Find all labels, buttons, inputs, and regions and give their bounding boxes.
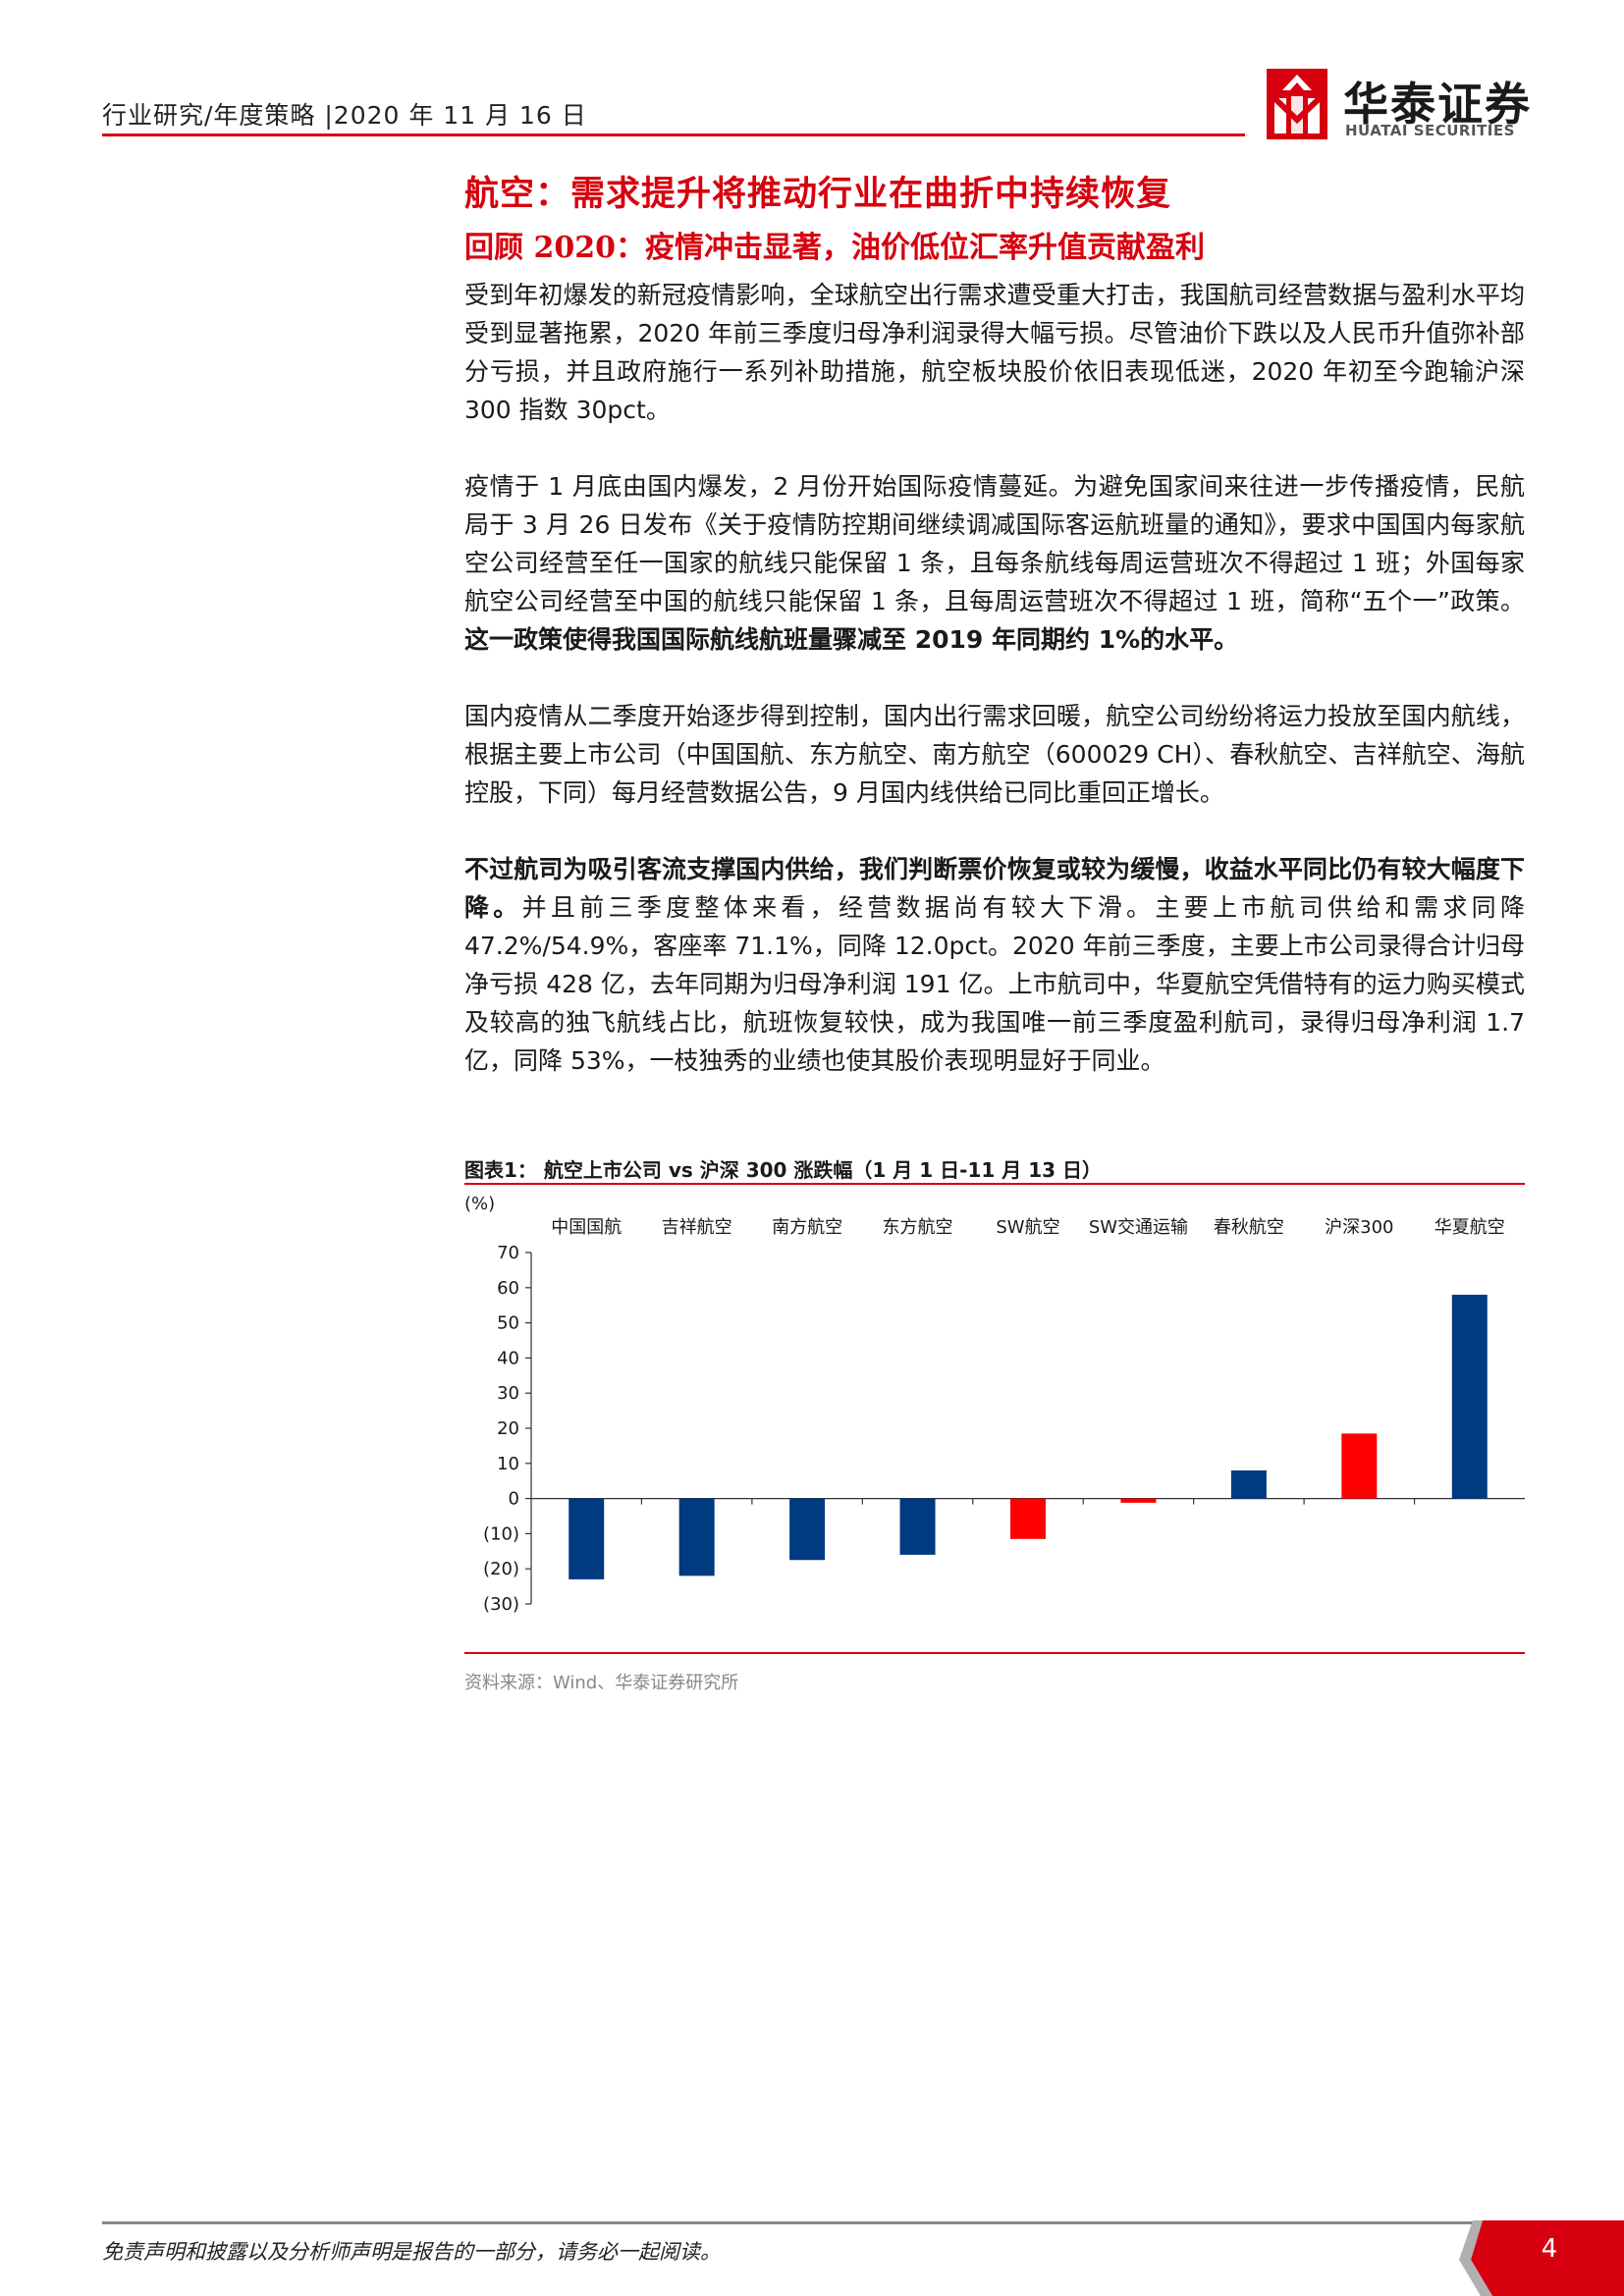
page-number-tab	[1459, 2220, 1624, 2296]
paragraph-1: 受到年初爆发的新冠疫情影响，全球航空出行需求遭受重大打击，我国航司经营数据与盈利…	[464, 281, 1525, 424]
paragraph-2-bold: 这一政策使得我国国际航线航班量骤减至 2019 年同期约 1%的水平。	[464, 625, 1239, 654]
bar	[1010, 1498, 1046, 1539]
y-tick-label: (20)	[483, 1559, 519, 1579]
section-title: 航空：需求提升将推动行业在曲折中持续恢复	[464, 174, 1172, 214]
chart-title: 图表1： 航空上市公司 vs 沪深 300 涨跌幅（1 月 1 日-11 月 1…	[464, 1158, 1102, 1182]
main-content: 航空：需求提升将推动行业在曲折中持续恢复 回顾 2020：疫情冲击显著，油价低位…	[464, 172, 1525, 1118]
category-label: SW航空	[996, 1217, 1059, 1238]
category-label: 春秋航空	[1214, 1217, 1284, 1238]
section-subtitle: 回顾 2020：疫情冲击显著，油价低位汇率升值贡献盈利	[464, 231, 1205, 265]
bar-chart: (%) 70 60 50 40 30 20 10 0 (10) (20) (30) 中国国航 吉祥航空 南方…	[464, 1194, 1525, 1615]
y-axis-unit-label: (%)	[464, 1194, 495, 1214]
y-tick-label: 70	[497, 1243, 519, 1263]
paragraph-4-bold: 不过航司为吸引客流支撑国内供给，我们判断票价恢复或较为缓慢，收益水平同比仍有较大…	[464, 855, 1525, 922]
y-tick-label: 40	[497, 1348, 519, 1368]
paragraph-2-text: 疫情于 1 月底由国内爆发，2 月份开始国际疫情蔓延。为避免国家间来往进一步传播…	[464, 472, 1525, 615]
bar	[1451, 1294, 1488, 1499]
category-label: 南方航空	[772, 1217, 842, 1238]
bar	[1120, 1498, 1157, 1503]
y-tick-label: 60	[497, 1278, 519, 1299]
chart-bottom-rule	[464, 1652, 1525, 1654]
paragraph-2: 疫情于 1 月底由国内爆发，2 月份开始国际疫情蔓延。为避免国家间来往进一步传播…	[464, 467, 1525, 659]
page-number: 4	[1541, 2234, 1558, 2264]
paragraph-4: 不过航司为吸引客流支撑国内供给，我们判断票价恢复或较为缓慢，收益水平同比仍有较大…	[464, 850, 1525, 1080]
footer-disclaimer: 免责声明和披露以及分析师声明是报告的一部分，请务必一起阅读。	[102, 2240, 721, 2264]
y-tick-label: 10	[497, 1454, 519, 1474]
bar	[678, 1498, 715, 1576]
bar	[1341, 1433, 1378, 1499]
category-label: 东方航空	[883, 1217, 953, 1238]
logo-text-en: HUATAI SECURITIES	[1345, 122, 1515, 139]
bar	[1230, 1469, 1267, 1499]
paragraph-3: 国内疫情从二季度开始逐步得到控制，国内出行需求回暖，航空公司纷纷将运力投放至国内…	[464, 702, 1525, 807]
y-tick-label: 50	[497, 1313, 519, 1334]
y-tick-label: (10)	[483, 1523, 519, 1544]
y-tick-label: (30)	[483, 1594, 519, 1615]
y-tick-label: 0	[509, 1489, 519, 1510]
category-label: 华夏航空	[1435, 1217, 1505, 1238]
logo-text-cn: 华泰证券	[1343, 78, 1532, 131]
category-label: 沪深300	[1325, 1217, 1393, 1238]
header-breadcrumb: 行业研究/年度策略 |2020 年 11 月 16 日	[102, 101, 587, 130]
category-label: SW交通运输	[1089, 1217, 1188, 1238]
company-logo: 华泰证券 HUATAI SECURITIES	[1267, 69, 1532, 142]
bar	[568, 1498, 605, 1579]
huatai-logo-icon	[1267, 69, 1327, 139]
paragraph-4-text: 并且前三季度整体来看，经营数据尚有较大下滑。主要上市航司供给和需求同降 47.2…	[464, 893, 1525, 1075]
category-label: 中国国航	[551, 1217, 622, 1238]
chart-top-rule	[464, 1183, 1525, 1185]
category-label: 吉祥航空	[662, 1217, 732, 1238]
bar	[899, 1498, 936, 1555]
chart-source: 资料来源：Wind、华泰证券研究所	[464, 1673, 739, 1693]
header-divider	[102, 133, 1245, 136]
y-tick-label: 20	[497, 1418, 519, 1439]
y-tick-label: 30	[497, 1383, 519, 1404]
bar	[789, 1498, 826, 1561]
footer-divider	[102, 2221, 1477, 2224]
